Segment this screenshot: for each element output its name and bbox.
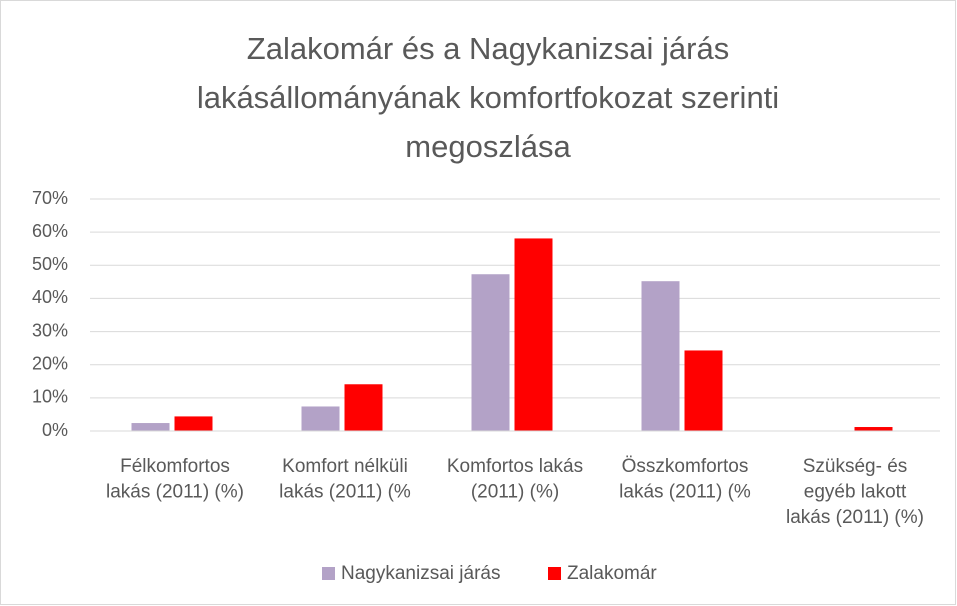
x-tick-label: (2011) (%) — [471, 482, 559, 503]
y-tick-label: 20% — [32, 353, 68, 373]
x-tick-label: Szükség- és — [803, 456, 908, 477]
legend-label: Zalakomár — [567, 563, 657, 584]
legend-swatch — [322, 567, 335, 580]
x-tick-label: Komfort nélküli — [282, 456, 408, 477]
y-tick-label: 40% — [32, 287, 68, 307]
legend-label: Nagykanizsai járás — [341, 563, 500, 584]
x-tick-label: Összkomfortos — [622, 456, 749, 477]
bar — [641, 281, 680, 431]
y-tick-label: 50% — [32, 254, 68, 274]
bar — [471, 274, 510, 431]
y-tick-label: 30% — [32, 320, 68, 340]
x-tick-label: Komfortos lakás — [447, 456, 583, 477]
x-tick-label: lakás (2011) (%) — [786, 507, 924, 528]
bar — [684, 350, 723, 431]
x-tick-label: lakás (2011) (%) — [106, 482, 244, 503]
bar — [854, 427, 893, 431]
bar — [344, 384, 383, 431]
y-tick-label: 60% — [32, 221, 68, 241]
y-tick-label: 10% — [32, 387, 68, 407]
legend-swatch — [548, 567, 561, 580]
x-tick-label: lakás (2011) (% — [279, 482, 411, 503]
x-tick-label: lakás (2011) (% — [619, 482, 751, 503]
bar — [301, 406, 340, 431]
bar — [131, 423, 170, 431]
bar — [514, 238, 553, 431]
bar — [174, 416, 213, 431]
y-tick-label: 0% — [42, 420, 68, 440]
chart-title: Zalakomár és a Nagykanizsai járás lakásá… — [196, 31, 780, 164]
y-tick-label: 70% — [32, 188, 68, 208]
x-tick-label: Félkomfortos — [120, 456, 230, 477]
x-tick-label: egyéb lakott — [804, 482, 907, 503]
